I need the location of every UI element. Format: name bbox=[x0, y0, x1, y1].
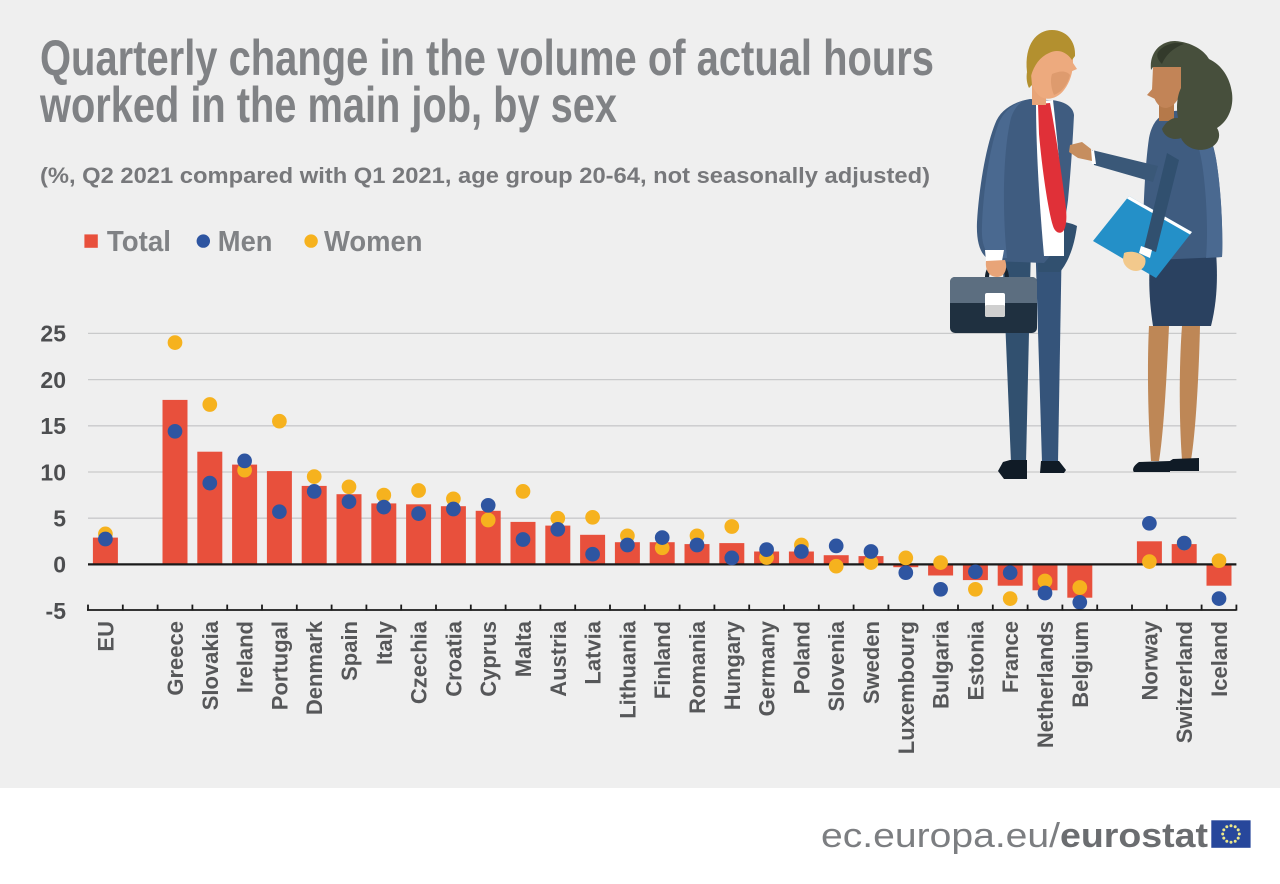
svg-text:Cyprus: Cyprus bbox=[476, 621, 501, 697]
svg-text:Portugal: Portugal bbox=[267, 621, 292, 710]
svg-text:Iceland: Iceland bbox=[1207, 621, 1232, 697]
svg-text:Spain: Spain bbox=[337, 621, 362, 681]
svg-text:Lithuania: Lithuania bbox=[615, 620, 640, 719]
svg-text:Czechia: Czechia bbox=[407, 620, 432, 704]
svg-text:Austria: Austria bbox=[546, 620, 571, 697]
svg-text:worked in the main job, by sex: worked in the main job, by sex bbox=[39, 77, 617, 133]
svg-text:Latvia: Latvia bbox=[581, 620, 606, 684]
svg-text:Bulgaria: Bulgaria bbox=[929, 620, 954, 709]
svg-text:Hungary: Hungary bbox=[720, 620, 745, 710]
svg-text:Men: Men bbox=[218, 226, 273, 258]
svg-text:Total: Total bbox=[107, 226, 171, 258]
svg-text:0: 0 bbox=[53, 552, 66, 578]
svg-text:5: 5 bbox=[53, 506, 66, 532]
svg-text:Poland: Poland bbox=[789, 621, 814, 694]
svg-text:Luxembourg: Luxembourg bbox=[894, 621, 919, 754]
svg-text:Sweden: Sweden bbox=[859, 621, 884, 704]
svg-text:15: 15 bbox=[40, 413, 66, 439]
svg-text:Greece: Greece bbox=[163, 621, 188, 696]
svg-text:25: 25 bbox=[40, 321, 66, 347]
svg-text:Estonia: Estonia bbox=[963, 620, 988, 700]
svg-text:Women: Women bbox=[324, 226, 423, 258]
svg-text:Belgium: Belgium bbox=[1068, 621, 1093, 708]
svg-text:Norway: Norway bbox=[1137, 620, 1162, 700]
svg-text:Quarterly change in the volume: Quarterly change in the volume of actual… bbox=[40, 30, 934, 86]
svg-text:Croatia: Croatia bbox=[441, 620, 466, 697]
svg-text:Slovenia: Slovenia bbox=[824, 620, 849, 711]
svg-text:Italy: Italy bbox=[372, 620, 397, 665]
svg-text:Germany: Germany bbox=[755, 620, 780, 716]
svg-text:20: 20 bbox=[40, 367, 66, 393]
svg-text:Malta: Malta bbox=[511, 620, 536, 677]
svg-text:Finland: Finland bbox=[650, 621, 675, 699]
svg-text:Romania: Romania bbox=[685, 620, 710, 714]
svg-text:Switzerland: Switzerland bbox=[1172, 621, 1197, 743]
svg-text:10: 10 bbox=[40, 459, 66, 485]
svg-text:-5: -5 bbox=[46, 598, 67, 624]
svg-text:Ireland: Ireland bbox=[233, 621, 258, 693]
svg-text:ec.europa.eu/: ec.europa.eu/ bbox=[821, 817, 1061, 855]
svg-text:France: France bbox=[998, 621, 1023, 693]
svg-text:eurostat: eurostat bbox=[1060, 817, 1208, 855]
svg-text:(%, Q2 2021 compared with Q1 2: (%, Q2 2021 compared with Q1 2021, age g… bbox=[40, 163, 930, 188]
svg-text:EU: EU bbox=[93, 621, 118, 652]
svg-text:Slovakia: Slovakia bbox=[198, 620, 223, 710]
svg-text:Netherlands: Netherlands bbox=[1033, 621, 1058, 748]
svg-text:Denmark: Denmark bbox=[302, 620, 327, 715]
